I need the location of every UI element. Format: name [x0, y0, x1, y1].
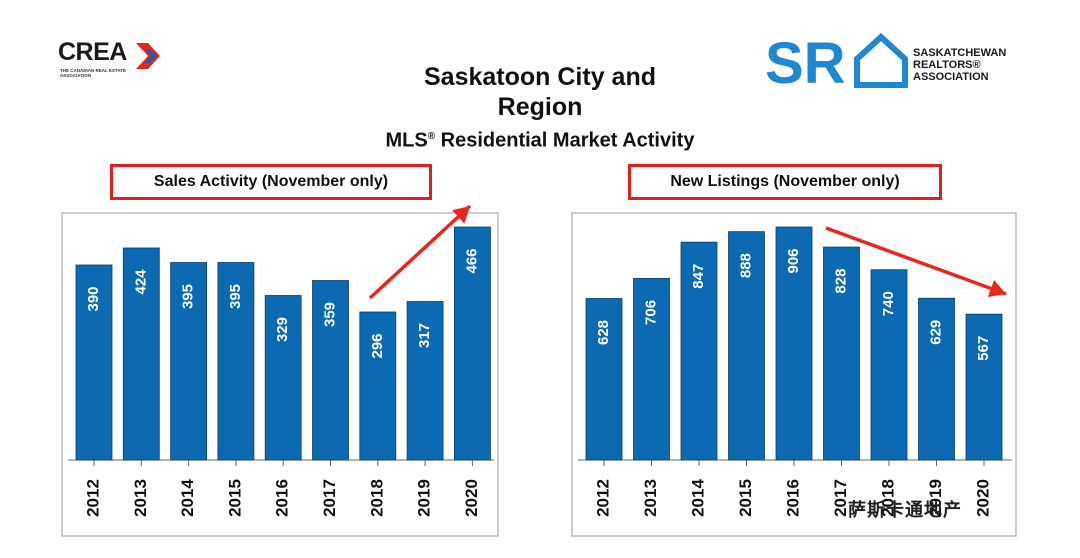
- x-tick-label: 2017: [320, 479, 339, 517]
- title-line-2: Region: [497, 93, 583, 121]
- watermark-text: 萨斯卡通地产: [848, 500, 962, 520]
- sra-logo-mark: SR: [765, 31, 908, 96]
- bar-value-label: 424: [132, 269, 149, 295]
- sra-line-3: ASSOCIATION: [913, 71, 989, 83]
- sales-chart-title: Sales Activity (November only): [110, 164, 432, 200]
- bar-2012: [75, 264, 113, 461]
- bar-value-label: 629: [927, 320, 944, 345]
- title-line-3: MLS® Residential Market Activity: [385, 129, 695, 152]
- bar-value-label: 828: [832, 269, 849, 294]
- bar-value-label: 359: [321, 302, 338, 327]
- x-tick-label: 2012: [593, 479, 612, 517]
- bar-value-label: 329: [274, 317, 291, 342]
- bar-value-label: 706: [642, 300, 659, 325]
- bar-2019: [406, 301, 444, 461]
- bar-2012: [585, 298, 623, 461]
- sra-initials: SR: [765, 33, 846, 93]
- crea-arrow-icon: [136, 43, 164, 74]
- bar-2016: [264, 295, 302, 461]
- x-tick-label: 2015: [736, 479, 755, 517]
- bar-value-label: 740: [880, 291, 897, 316]
- bar-2018: [359, 311, 397, 461]
- bar-2015: [728, 231, 765, 461]
- bar-value-label: 296: [369, 333, 386, 358]
- bar-2017: [823, 246, 860, 461]
- bar-value-label: 395: [180, 284, 197, 309]
- x-tick-label: 2017: [831, 479, 850, 517]
- x-tick-label: 2018: [367, 479, 386, 517]
- bar-value-label: 390: [85, 286, 102, 311]
- crea-logo: CREA THE CANADIAN REAL ESTATE ASSOCIATIO…: [58, 40, 168, 80]
- x-tick-label: 2015: [225, 479, 244, 517]
- trend-arrow-head-icon: [452, 206, 470, 224]
- trend-arrow-head-icon: [987, 280, 1006, 297]
- x-tick-label: 2014: [688, 479, 707, 517]
- trend-arrow-line: [368, 204, 472, 300]
- x-tick-label: 2012: [83, 479, 102, 517]
- bar-2013: [122, 247, 160, 461]
- crea-logo-subtitle: THE CANADIAN REAL ESTATE ASSOCIATION: [60, 68, 127, 78]
- bar-value-label: 888: [737, 253, 754, 278]
- x-tick-label: 2013: [131, 479, 150, 517]
- bar-value-label: 466: [463, 248, 480, 273]
- sra-line-2: REALTORS®: [913, 59, 981, 71]
- trend-arrow-line: [825, 226, 1007, 296]
- house-icon: [854, 32, 908, 88]
- bar-value-label: 628: [595, 320, 612, 345]
- x-tick-label: 2013: [641, 479, 660, 517]
- bar-value-label: 567: [975, 336, 992, 361]
- crea-logo-text: CREA: [58, 38, 127, 66]
- sra-logo: SR SASKATCHEWAN REALTORS® ASSOCIATION: [765, 31, 1025, 96]
- x-tick-label: 2016: [783, 479, 802, 517]
- sra-line-1: SASKATCHEWAN: [913, 47, 1007, 59]
- sra-logo-text: SASKATCHEWAN REALTORS® ASSOCIATION: [913, 47, 1033, 83]
- x-tick-label: 2020: [462, 479, 481, 517]
- bar-2013: [633, 278, 670, 461]
- x-tick-label: 2019: [926, 479, 945, 517]
- title-line-1: Saskatoon City and: [424, 63, 656, 91]
- bar-value-label: 906: [785, 248, 802, 273]
- bar-value-label: 395: [227, 284, 244, 309]
- listings-chart-title: New Listings (November only): [628, 164, 942, 200]
- bar-value-label: 317: [416, 323, 433, 348]
- bar-2020: [453, 226, 491, 461]
- page-title: Saskatoon City and Region MLS® Residenti…: [340, 62, 740, 155]
- bar-2018: [870, 269, 908, 461]
- chart-frame: [571, 212, 1017, 537]
- x-tick-label: 2014: [178, 479, 197, 517]
- bar-value-label: 847: [690, 264, 707, 289]
- bar-2016: [775, 226, 813, 461]
- bar-2019: [918, 297, 955, 461]
- bar-2015: [217, 262, 255, 461]
- chart-frame: [61, 212, 499, 537]
- bar-2014: [680, 241, 718, 461]
- x-tick-label: 2019: [415, 479, 434, 517]
- x-tick-label: 2020: [973, 479, 992, 517]
- x-tick-label: 2016: [273, 479, 292, 517]
- x-tick-label: 2018: [878, 479, 897, 517]
- bar-2014: [170, 262, 208, 461]
